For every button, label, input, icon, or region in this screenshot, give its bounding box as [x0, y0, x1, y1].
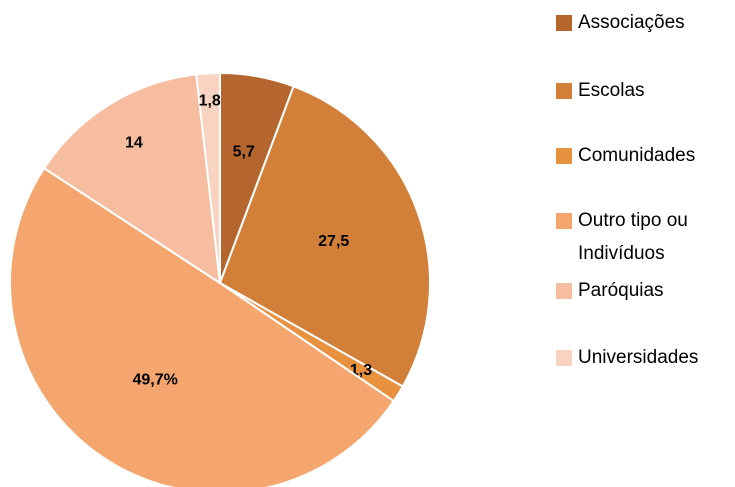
- pie-slice: [8, 166, 396, 487]
- pie-slice: [195, 71, 221, 284]
- legend-label: Escolas: [578, 80, 645, 101]
- legend-swatch: [556, 15, 572, 31]
- legend-swatch: [556, 350, 572, 366]
- legend-item: Outro tipo ou Indivíduos: [556, 204, 735, 270]
- legend-label: Outro tipo ou Indivíduos: [578, 210, 688, 264]
- legend-label: Paróquias: [578, 280, 664, 301]
- legend-swatch: [556, 213, 572, 229]
- data-label: 14: [125, 135, 143, 152]
- pie-slice: [218, 85, 431, 388]
- legend-swatch: [556, 283, 572, 299]
- data-label: 49,7%: [132, 372, 177, 389]
- legend-item: Associações: [556, 6, 735, 39]
- data-label: 5,7: [233, 143, 255, 160]
- legend-label: Comunidades: [578, 145, 696, 166]
- pie-slice: [42, 73, 222, 285]
- legend-swatch: [556, 148, 572, 164]
- legend-item: Comunidades: [556, 139, 735, 172]
- legend-item: Paróquias: [556, 274, 735, 307]
- legend-label: Universidades: [578, 347, 699, 368]
- legend-label: Associações: [578, 12, 685, 33]
- legend-item: Universidades: [556, 341, 735, 374]
- legend-swatch: [556, 83, 572, 99]
- data-label: 1,8: [199, 93, 221, 110]
- data-label: 27,5: [318, 233, 349, 250]
- legend-item: Escolas: [556, 74, 735, 107]
